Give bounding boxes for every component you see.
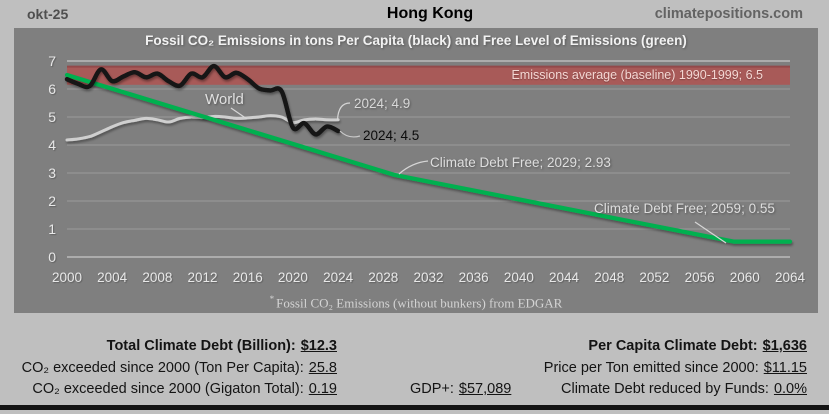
x-tick-label: 2040 — [503, 270, 534, 285]
x-tick-label: 2036 — [458, 270, 489, 285]
stat-gdp: GDP+: $57,089 — [410, 381, 511, 397]
y-tick-label: 2 — [48, 193, 56, 209]
climate-debt-free-2029-label: Climate Debt Free; 2029; 2.93 — [430, 155, 611, 170]
x-tick-label: 2056 — [684, 270, 715, 285]
y-tick-label: 1 — [48, 221, 56, 237]
x-tick-label: 2004 — [97, 270, 128, 285]
stat-co2-exceeded-gigaton: CO₂ exceeded since 2000 (Gigaton Total):… — [32, 381, 337, 397]
stat-value: 0.0% — [773, 381, 807, 397]
y-tick-label: 0 — [48, 249, 56, 265]
hongkong-line — [64, 63, 341, 137]
stat-label: Price per Ton emitted since 2000: — [543, 360, 759, 376]
baseline-band-label: Emissions average (baseline) 1990-1999; … — [511, 68, 763, 82]
annotation-leader-line — [694, 221, 727, 244]
site-link[interactable]: climatepositions.com — [654, 6, 803, 22]
x-tick-label: 2012 — [187, 270, 218, 285]
world-series-label: World — [205, 91, 244, 108]
stat-per-capita-climate-debt: Per Capita Climate Debt: $1,636 — [588, 338, 807, 354]
chart-title: Fossil CO₂ Emissions in tons Per Capita … — [145, 33, 687, 48]
stat-value: $1,636 — [762, 338, 807, 354]
stat-value: 0.19 — [308, 381, 337, 397]
x-tick-label: 2000 — [51, 270, 83, 285]
date-label: okt-25 — [27, 6, 69, 22]
x-tick-label: 2048 — [594, 270, 625, 285]
stat-label: GDP+: — [410, 381, 454, 397]
stat-value: 25.8 — [308, 360, 337, 376]
x-tick-label: 2044 — [549, 270, 580, 285]
annotation-leader-line — [339, 130, 361, 138]
stat-price-per-ton: Price per Ton emitted since 2000: $11.15 — [544, 360, 807, 376]
y-tick-label: 5 — [48, 109, 56, 125]
x-tick-label: 2024 — [323, 270, 354, 285]
stat-label: CO₂ exceeded since 2000 (Ton Per Capita)… — [21, 360, 304, 376]
stat-label: Per Capita Climate Debt: — [588, 338, 758, 354]
stat-label: CO₂ exceeded since 2000 (Gigaton Total): — [32, 381, 304, 397]
footnote-asterisk: * — [269, 294, 275, 304]
stat-value: $12.3 — [300, 338, 337, 354]
x-tick-label: 2032 — [413, 270, 444, 285]
hongkong-2024-datalabel: 2024; 4.5 — [363, 128, 420, 143]
x-tick-label: 2052 — [639, 270, 670, 285]
chart-footnote: * Fossil CO₂ Emissions (without bunkers) … — [14, 294, 818, 311]
x-tick-label: 2008 — [142, 270, 173, 285]
x-tick-label: 2020 — [277, 270, 308, 285]
stat-co2-exceeded-per-capita: CO₂ exceeded since 2000 (Ton Per Capita)… — [22, 360, 337, 376]
stat-label: Climate Debt reduced by Funds: — [561, 381, 769, 397]
bottom-accent-bar — [0, 405, 829, 410]
y-tick-label: 4 — [48, 137, 56, 153]
stat-value: $11.15 — [763, 360, 807, 376]
footnote-text: Fossil CO₂ Emissions (without bunkers) f… — [276, 295, 563, 311]
world-2024-datalabel: 2024; 4.9 — [354, 96, 411, 111]
x-tick-label: 2060 — [729, 270, 760, 285]
stat-value: $57,089 — [458, 381, 512, 397]
annotation-leader-line — [398, 160, 429, 175]
y-tick-label: 6 — [48, 81, 56, 97]
annotation-leader-line — [336, 102, 351, 121]
y-tick-label: 3 — [48, 165, 56, 181]
x-tick-label: 2028 — [368, 270, 399, 285]
annotation-leader-line — [230, 107, 248, 120]
y-tick-label: 7 — [48, 53, 56, 69]
stat-total-climate-debt: Total Climate Debt (Billion): $12.3 — [107, 338, 337, 354]
climate-debt-free-2059-label: Climate Debt Free; 2059; 0.55 — [594, 201, 775, 216]
x-tick-label: 2016 — [232, 270, 263, 285]
stat-label: Total Climate Debt (Billion): — [106, 338, 296, 354]
page-title: Hong Kong — [386, 5, 474, 22]
x-tick-label: 2064 — [774, 270, 806, 285]
stat-debt-reduced-by-funds: Climate Debt reduced by Funds: 0.0% — [561, 381, 807, 397]
free-level-line — [64, 72, 793, 244]
